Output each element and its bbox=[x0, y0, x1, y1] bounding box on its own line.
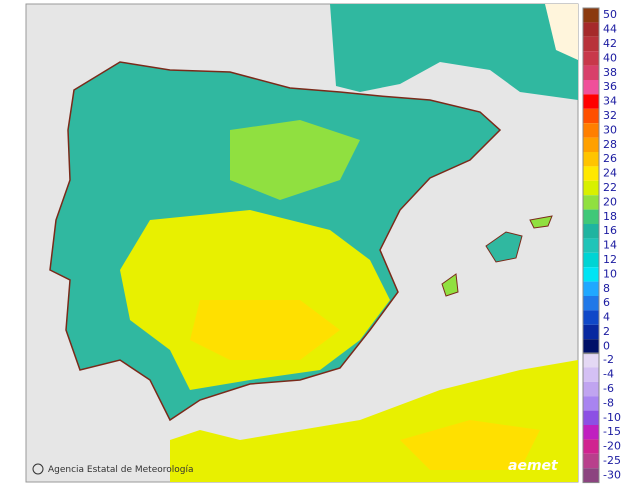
france bbox=[330, 4, 578, 100]
legend-swatch bbox=[583, 267, 599, 282]
legend-label: 12 bbox=[603, 253, 617, 266]
legend: 5044424038363432302826242220181614121086… bbox=[582, 7, 621, 484]
legend-swatch bbox=[583, 195, 599, 210]
legend-swatch bbox=[583, 425, 599, 440]
legend-label: -4 bbox=[603, 368, 614, 381]
ibiza bbox=[441, 273, 459, 297]
legend-swatch bbox=[583, 108, 599, 124]
map bbox=[25, 3, 579, 483]
legend-label: -15 bbox=[603, 425, 621, 438]
legend-label: 40 bbox=[603, 51, 617, 64]
legend-swatch bbox=[583, 180, 599, 196]
legend-swatch bbox=[583, 8, 599, 23]
legend-label: 34 bbox=[603, 95, 617, 108]
legend-swatch bbox=[583, 209, 599, 224]
legend-label: 38 bbox=[603, 66, 617, 79]
legend-swatch bbox=[583, 296, 599, 311]
legend-label: 44 bbox=[603, 23, 617, 36]
legend-label: 24 bbox=[603, 167, 617, 180]
legend-swatch bbox=[583, 137, 599, 152]
legend-label: -8 bbox=[603, 396, 614, 409]
legend-label: 6 bbox=[603, 296, 610, 309]
legend-label: 22 bbox=[603, 181, 617, 194]
legend-swatch bbox=[583, 224, 599, 239]
legend-label: -30 bbox=[603, 468, 621, 481]
legend-swatch bbox=[583, 453, 599, 469]
legend-swatch bbox=[583, 166, 599, 181]
legend-swatch bbox=[583, 310, 599, 325]
agency-name: Agencia Estatal de Meteorología bbox=[48, 465, 194, 475]
legend-label: 36 bbox=[603, 80, 617, 93]
hot-area bbox=[190, 300, 340, 360]
africa-hot bbox=[400, 420, 540, 470]
mild-area bbox=[230, 120, 360, 200]
copyright-icon bbox=[32, 463, 44, 475]
legend-swatch bbox=[583, 410, 599, 425]
legend-label: 26 bbox=[603, 152, 617, 165]
legend-label: 0 bbox=[603, 339, 610, 352]
legend-label: -2 bbox=[603, 353, 614, 366]
legend-swatch bbox=[583, 339, 599, 354]
menorca bbox=[529, 215, 553, 229]
legend-label: 50 bbox=[603, 8, 617, 21]
legend-label: 16 bbox=[603, 224, 617, 237]
legend-swatch bbox=[583, 36, 599, 52]
legend-frame bbox=[582, 352, 600, 484]
legend-label: 8 bbox=[603, 282, 610, 295]
legend-swatch bbox=[583, 468, 599, 483]
legend-swatch bbox=[583, 51, 599, 66]
legend-swatch bbox=[583, 324, 599, 340]
legend-swatch bbox=[583, 396, 599, 411]
legend-label: 10 bbox=[603, 267, 617, 280]
legend-label: 14 bbox=[603, 239, 617, 252]
legend-label: 30 bbox=[603, 123, 617, 136]
legend-swatch bbox=[583, 152, 599, 167]
legend-swatch bbox=[583, 80, 599, 95]
legend-swatch bbox=[583, 238, 599, 253]
legend-swatch bbox=[583, 281, 599, 296]
legend-label: -6 bbox=[603, 382, 614, 395]
alps bbox=[545, 4, 578, 60]
logo: aemet bbox=[508, 458, 559, 474]
legend-swatch bbox=[583, 22, 599, 37]
legend-frame bbox=[582, 7, 600, 355]
legend-swatch bbox=[583, 353, 599, 368]
legend-label: -25 bbox=[603, 454, 621, 467]
legend-label: -10 bbox=[603, 411, 621, 424]
legend-label: 18 bbox=[603, 210, 617, 223]
legend-swatch bbox=[583, 381, 599, 397]
legend-swatch bbox=[583, 252, 599, 268]
legend-label: 4 bbox=[603, 311, 610, 324]
legend-label: 20 bbox=[603, 195, 617, 208]
legend-swatch bbox=[583, 439, 599, 454]
legend-label: 32 bbox=[603, 109, 617, 122]
legend-label: 28 bbox=[603, 138, 617, 151]
legend-label: 2 bbox=[603, 325, 610, 338]
legend-swatch bbox=[583, 123, 599, 138]
mallorca bbox=[485, 231, 523, 263]
legend-swatch bbox=[583, 367, 599, 382]
legend-swatch bbox=[583, 94, 599, 109]
legend-label: -20 bbox=[603, 440, 621, 453]
legend-swatch bbox=[583, 65, 599, 80]
legend-label: 42 bbox=[603, 37, 617, 50]
